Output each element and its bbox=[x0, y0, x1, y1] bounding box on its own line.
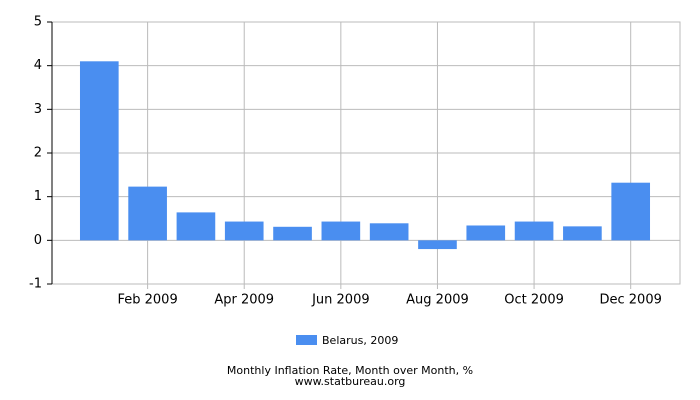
x-tick-label: Jun 2009 bbox=[311, 293, 370, 308]
x-tick-label: Dec 2009 bbox=[600, 293, 662, 308]
bar bbox=[466, 225, 506, 241]
bar bbox=[369, 223, 409, 241]
bar bbox=[563, 226, 602, 241]
x-tick-label: Oct 2009 bbox=[504, 293, 564, 308]
legend-swatch bbox=[296, 335, 317, 345]
y-tick-label: 4 bbox=[34, 58, 42, 73]
y-tick-label: 1 bbox=[34, 189, 42, 204]
x-tick-label: Apr 2009 bbox=[214, 293, 274, 308]
x-tick-label: Feb 2009 bbox=[117, 293, 177, 308]
y-tick-label: -1 bbox=[29, 277, 42, 292]
y-tick-label: 3 bbox=[34, 102, 42, 117]
bar bbox=[273, 226, 312, 241]
y-tick-label: 5 bbox=[34, 15, 42, 30]
x-tick-label: Aug 2009 bbox=[406, 293, 469, 308]
bar bbox=[128, 186, 167, 241]
bar bbox=[514, 221, 554, 241]
source: www.statbureau.org bbox=[295, 375, 406, 388]
bars bbox=[79, 61, 651, 250]
bar bbox=[176, 212, 216, 241]
bar bbox=[321, 221, 361, 241]
y-tick-label: 2 bbox=[34, 146, 42, 161]
bar bbox=[611, 182, 651, 241]
y-tick-label: 0 bbox=[34, 233, 42, 248]
bar bbox=[418, 240, 457, 250]
legend-label: Belarus, 2009 bbox=[322, 334, 398, 347]
bar bbox=[224, 221, 264, 241]
bar bbox=[79, 61, 119, 241]
chart-title: Monthly Inflation Rate, Month over Month… bbox=[227, 364, 473, 377]
